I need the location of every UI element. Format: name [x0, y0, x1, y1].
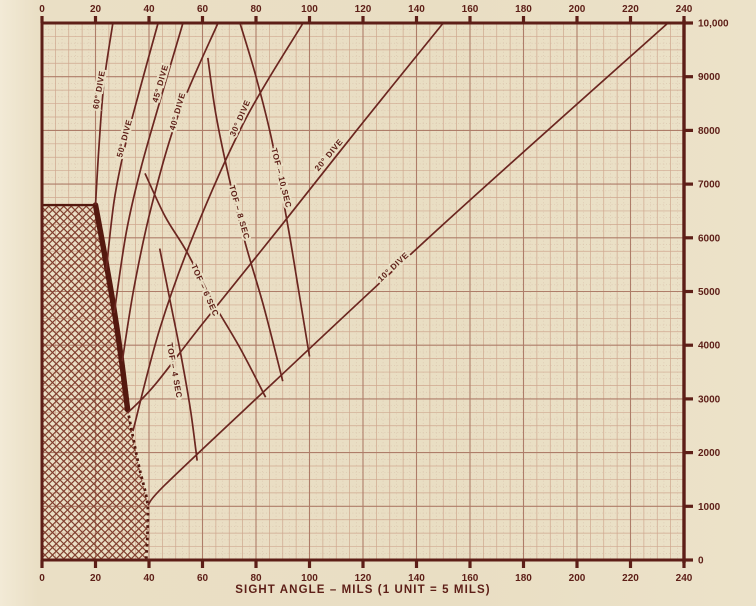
curve-dive-10 — [147, 22, 669, 506]
curve-label-dive-40: 40° DIVE — [167, 91, 187, 131]
x-tick-label-bottom: 180 — [515, 573, 532, 584]
x-tick-label-top: 0 — [39, 4, 45, 15]
curve-dive-45 — [113, 22, 184, 314]
curve-dive-20 — [126, 22, 444, 414]
y-tick-label: 7000 — [698, 180, 721, 191]
x-tick-label-top: 80 — [250, 4, 262, 15]
restricted-region — [42, 205, 148, 560]
y-tick-label: 9000 — [698, 72, 721, 83]
x-tick-label-bottom: 240 — [676, 573, 693, 584]
y-tick-label: 0 — [698, 556, 704, 567]
curve-dive-60 — [94, 22, 114, 206]
x-tick-label-bottom: 0 — [39, 573, 45, 584]
y-tick-label: 5000 — [698, 287, 721, 298]
curve-tof-6 — [144, 173, 267, 398]
x-tick-label-bottom: 220 — [622, 573, 639, 584]
curve-dive-30 — [132, 22, 304, 432]
curve-label-tof-8: TOF – 8 SEC — [227, 184, 252, 241]
x-tick-label-top: 160 — [462, 4, 479, 15]
curve-tof-10 — [239, 22, 311, 357]
x-tick-label-top: 60 — [197, 4, 209, 15]
release-boundary-thick — [92, 202, 131, 413]
x-tick-label-top: 120 — [355, 4, 372, 15]
x-tick-label-bottom: 20 — [90, 573, 102, 584]
x-tick-label-top: 220 — [622, 4, 639, 15]
x-tick-label-bottom: 140 — [408, 573, 425, 584]
curve-dive-40 — [121, 22, 219, 362]
curve-label-tof-10: TOF – 10 SEC — [269, 147, 294, 209]
y-tick-label: 2000 — [698, 448, 721, 459]
x-axis-title: SIGHT ANGLE – MILS (1 UNIT = 5 MILS) — [235, 584, 491, 596]
y-tick-label: 1000 — [698, 502, 721, 513]
curve-tof-4 — [158, 248, 198, 461]
y-tick-label: 8000 — [698, 126, 721, 137]
x-tick-label-top: 200 — [569, 4, 586, 15]
x-tick-label-bottom: 60 — [197, 573, 209, 584]
x-tick-label-top: 240 — [676, 4, 693, 15]
x-tick-label-bottom: 40 — [143, 573, 155, 584]
curve-label-tof-6: TOF – 6 SEC — [189, 263, 221, 318]
x-tick-label-bottom: 120 — [355, 573, 372, 584]
x-tick-label-bottom: 200 — [569, 573, 586, 584]
x-tick-label-top: 20 — [90, 4, 102, 15]
x-tick-label-top: 140 — [408, 4, 425, 15]
release-boundary-dotted — [126, 409, 150, 559]
y-tick-label: 10,000 — [698, 19, 729, 30]
curve-tof-8 — [207, 57, 284, 382]
curve-dive-50 — [105, 22, 159, 271]
x-tick-label-top: 40 — [143, 4, 155, 15]
curve-label-dive-50: 50° DIVE — [114, 118, 134, 158]
x-tick-label-bottom: 160 — [462, 573, 479, 584]
y-tick-label: 6000 — [698, 233, 721, 244]
curve-label-dive-20: 20° DIVE — [312, 137, 345, 173]
x-tick-label-top: 100 — [301, 4, 318, 15]
x-tick-label-top: 180 — [515, 4, 532, 15]
y-tick-label: 4000 — [698, 341, 721, 352]
curve-label-dive-10: 10° DIVE — [375, 250, 410, 284]
x-tick-label-bottom: 100 — [301, 573, 318, 584]
x-tick-label-bottom: 80 — [250, 573, 262, 584]
y-tick-label: 3000 — [698, 394, 721, 405]
